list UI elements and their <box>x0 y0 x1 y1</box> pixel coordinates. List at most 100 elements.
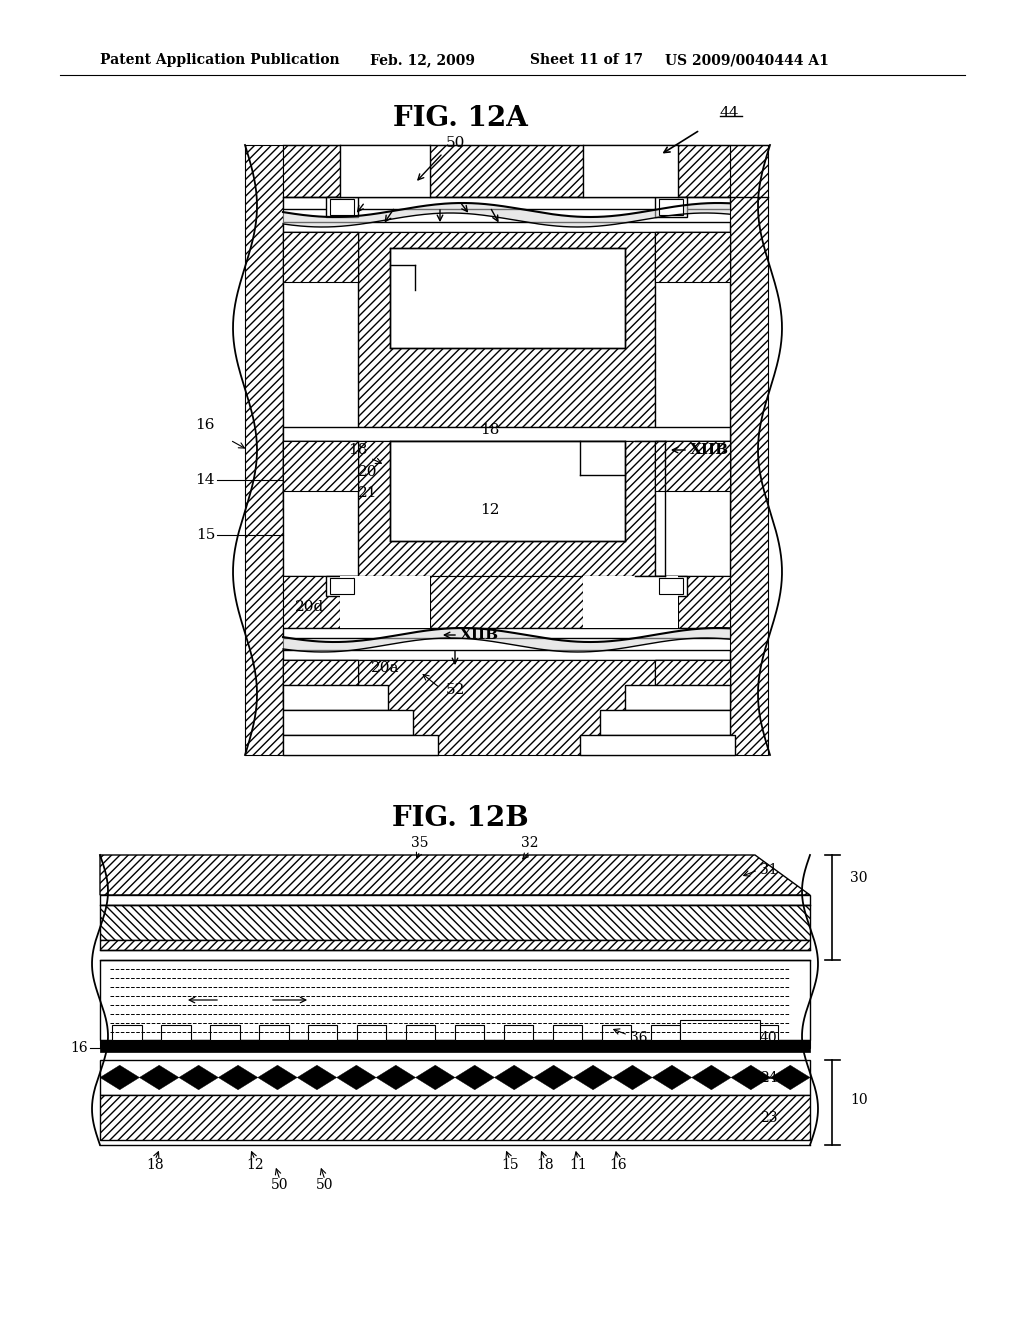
Polygon shape <box>770 1065 810 1090</box>
Bar <box>283 222 730 232</box>
Bar <box>326 197 358 216</box>
Bar <box>330 199 354 215</box>
Bar <box>600 710 730 735</box>
Text: 50: 50 <box>445 136 465 150</box>
Text: 35: 35 <box>412 836 429 850</box>
Polygon shape <box>416 1065 455 1090</box>
Text: 36: 36 <box>630 1031 647 1045</box>
Bar <box>680 1020 760 1040</box>
Bar <box>161 1026 190 1040</box>
Text: US 2009/0040444 A1: US 2009/0040444 A1 <box>665 53 828 67</box>
Text: 50: 50 <box>271 1177 289 1192</box>
Text: 23: 23 <box>760 1111 777 1125</box>
Text: XIIB: XIIB <box>690 444 729 457</box>
Bar <box>358 441 655 576</box>
Bar <box>504 1026 534 1040</box>
Bar <box>340 576 430 628</box>
Bar <box>340 576 430 628</box>
Text: 31: 31 <box>760 863 777 876</box>
Bar <box>655 441 730 491</box>
Bar <box>390 248 625 348</box>
Text: Sheet 11 of 17: Sheet 11 of 17 <box>530 53 643 67</box>
Polygon shape <box>283 203 730 227</box>
Bar <box>390 441 625 541</box>
Bar <box>455 1026 484 1040</box>
Text: 18: 18 <box>348 444 368 457</box>
Text: 12: 12 <box>246 1158 264 1172</box>
Bar <box>655 660 730 685</box>
Bar <box>340 145 430 197</box>
Bar <box>283 685 388 710</box>
Polygon shape <box>455 1065 495 1090</box>
Text: 40: 40 <box>760 1031 777 1045</box>
Bar <box>580 735 735 755</box>
Bar <box>407 1026 435 1040</box>
Text: FIG. 12B: FIG. 12B <box>392 804 528 832</box>
Text: 52: 52 <box>445 682 465 697</box>
Bar <box>655 232 730 512</box>
Bar <box>583 145 678 197</box>
Bar <box>655 660 730 705</box>
Bar <box>602 1026 631 1040</box>
Text: 16: 16 <box>609 1158 627 1172</box>
Text: 15: 15 <box>501 1158 519 1172</box>
Bar <box>100 1096 810 1140</box>
Bar <box>655 576 687 597</box>
Text: 50: 50 <box>316 1177 334 1192</box>
Bar <box>100 1040 810 1048</box>
Polygon shape <box>100 940 810 950</box>
Bar <box>283 197 730 209</box>
Polygon shape <box>100 895 810 906</box>
Bar <box>100 1048 810 1052</box>
Polygon shape <box>534 1065 573 1090</box>
Text: 12: 12 <box>480 503 500 517</box>
Text: 18: 18 <box>146 1158 164 1172</box>
Bar <box>749 1026 778 1040</box>
Text: Feb. 12, 2009: Feb. 12, 2009 <box>370 53 475 67</box>
Bar <box>283 441 358 576</box>
Bar <box>583 145 678 197</box>
Polygon shape <box>337 1065 376 1090</box>
Bar <box>655 441 730 576</box>
Polygon shape <box>573 1065 612 1090</box>
Bar <box>283 426 730 441</box>
Polygon shape <box>100 906 810 940</box>
Polygon shape <box>179 1065 218 1090</box>
Bar <box>283 232 358 282</box>
Bar <box>100 960 810 1040</box>
Bar <box>358 232 655 426</box>
Bar <box>113 1026 141 1040</box>
Bar <box>283 710 413 735</box>
Bar <box>326 576 358 597</box>
Text: 18: 18 <box>480 422 500 437</box>
Polygon shape <box>218 1065 258 1090</box>
Polygon shape <box>691 1065 731 1090</box>
Bar <box>283 735 438 755</box>
Text: 10: 10 <box>850 1093 867 1107</box>
Bar <box>357 1026 386 1040</box>
Bar <box>583 576 678 628</box>
Polygon shape <box>283 628 730 652</box>
Bar <box>625 685 730 710</box>
Text: Patent Application Publication: Patent Application Publication <box>100 53 340 67</box>
Polygon shape <box>100 855 810 895</box>
Text: 14: 14 <box>196 473 215 487</box>
Bar <box>283 628 730 638</box>
Bar <box>553 1026 583 1040</box>
Bar <box>659 578 683 594</box>
Bar <box>283 232 358 512</box>
Bar <box>730 145 768 755</box>
Polygon shape <box>376 1065 416 1090</box>
Bar <box>651 1026 680 1040</box>
Text: 21: 21 <box>358 486 378 500</box>
Bar <box>283 145 730 197</box>
Bar <box>699 1026 729 1040</box>
Text: 24: 24 <box>760 1071 777 1085</box>
Bar <box>655 197 687 216</box>
Text: 16: 16 <box>196 418 215 432</box>
Polygon shape <box>495 1065 534 1090</box>
Bar <box>583 576 678 628</box>
Bar <box>283 441 358 491</box>
Text: 11: 11 <box>569 1158 587 1172</box>
Bar <box>340 145 430 197</box>
